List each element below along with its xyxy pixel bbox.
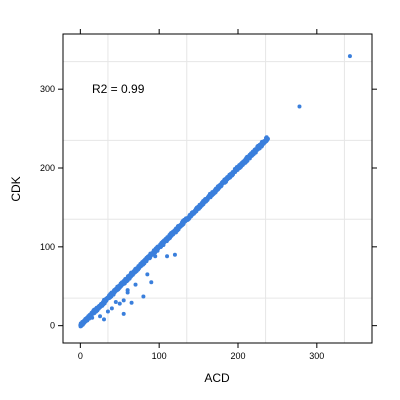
data-point [153,254,158,259]
x-tick-label: 300 [309,351,324,361]
data-point [105,309,110,314]
data-point [133,282,138,287]
y-tick-label: 300 [40,84,55,94]
data-point [263,139,268,144]
x-tick-label: 100 [152,351,167,361]
x-tick-label: 200 [230,351,245,361]
data-point [172,252,177,257]
data-point [347,54,352,59]
data-point [141,294,146,299]
data-point [117,301,122,306]
data-point [109,306,114,311]
y-axis-label: CDK [9,176,23,201]
data-point [149,280,154,285]
data-point [113,300,118,305]
x-tick-label: 0 [78,351,83,361]
grid [63,34,372,343]
x-axis-label: ACD [204,371,230,385]
y-tick-label: 0 [50,321,55,331]
y-tick-label: 100 [40,242,55,252]
data-point [125,290,130,295]
axis-ticks: 0 100 200 300 0 100 200 300 [40,29,377,361]
r2-annotation: R2 = 0.99 [92,82,145,96]
plot-frame [62,33,373,344]
data-points [78,54,352,329]
data-point [98,314,103,319]
y-tick-label: 200 [40,163,55,173]
data-point [90,315,95,320]
data-point [129,300,134,305]
data-point [121,298,126,303]
data-point [121,311,126,316]
data-point [145,272,150,277]
data-point [165,254,170,259]
data-point [101,317,106,322]
data-point [297,104,302,109]
